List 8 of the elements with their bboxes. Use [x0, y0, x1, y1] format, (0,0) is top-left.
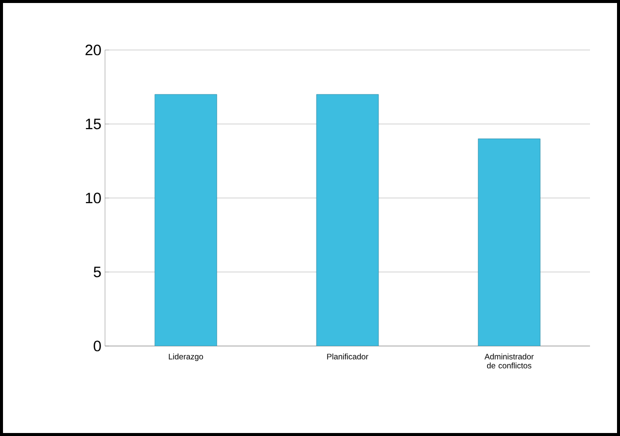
y-tick-label: 20 — [86, 44, 101, 56]
y-tick-label: 10 — [86, 192, 101, 204]
y-tick-label: 15 — [86, 118, 101, 130]
y-tick-label: 0 — [94, 340, 101, 352]
x-tick-label: Administrador de conflictos — [484, 354, 534, 368]
y-tick-label: 5 — [94, 266, 101, 278]
x-tick-label: Planificador — [327, 354, 368, 360]
x-tick-label: Liderazgo — [168, 354, 204, 361]
